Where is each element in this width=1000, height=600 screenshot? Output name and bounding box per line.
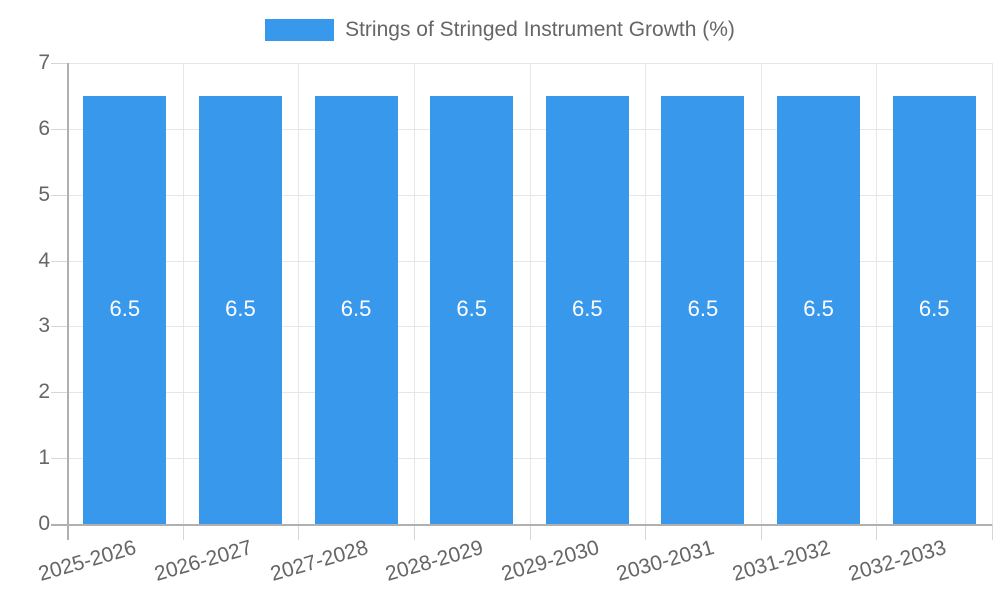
- x-tick-label: 2031-2032: [730, 536, 833, 586]
- y-tick-mark: [51, 195, 67, 196]
- bar-value-label: 6.5: [109, 296, 141, 321]
- y-tick-label: 4: [38, 249, 50, 272]
- y-tick-mark: [51, 261, 67, 262]
- bar: 6.5: [661, 96, 745, 524]
- y-gridline: [67, 261, 992, 262]
- x-tick-mark: [645, 524, 646, 540]
- bar: 6.5: [83, 96, 167, 524]
- y-gridline: [67, 392, 992, 393]
- y-tick-label: 3: [38, 314, 50, 337]
- bar-value-label: 6.5: [572, 296, 603, 321]
- y-tick-label: 5: [38, 183, 50, 206]
- y-tick-label: 7: [38, 51, 50, 74]
- y-gridline: [67, 458, 992, 459]
- x-gridline: [876, 63, 877, 524]
- y-tick-mark: [51, 392, 67, 393]
- chart-legend[interactable]: Strings of Stringed Instrument Growth (%…: [0, 18, 1000, 42]
- x-gridline: [414, 63, 415, 524]
- y-gridline: [67, 326, 992, 327]
- x-gridline: [298, 63, 299, 524]
- x-tick-label: 2030-2031: [614, 536, 718, 586]
- x-gridline: [645, 63, 646, 524]
- bar: 6.5: [545, 96, 629, 524]
- x-tick-mark: [876, 524, 877, 540]
- y-tick-mark: [51, 129, 67, 130]
- x-tick-mark: [183, 524, 184, 540]
- y-gridline: [67, 195, 992, 196]
- bar-value-label: 6.5: [340, 296, 372, 321]
- bar: 6.5: [777, 96, 861, 524]
- x-tick-label: 2029-2030: [498, 536, 602, 586]
- bar-value-label: 6.5: [456, 296, 487, 321]
- x-tick-label: 2025-2026: [36, 536, 140, 586]
- bar: 6.5: [430, 96, 514, 524]
- bar-value-label: 6.5: [225, 296, 256, 321]
- y-tick-mark: [51, 63, 67, 64]
- x-gridline: [761, 63, 762, 524]
- y-tick-label: 1: [38, 446, 50, 469]
- bar: 6.5: [198, 96, 282, 524]
- bar: 6.5: [314, 96, 398, 524]
- bar-value-label: 6.5: [803, 296, 834, 321]
- y-gridline: [67, 63, 992, 64]
- x-tick-label: 2032-2033: [845, 536, 949, 586]
- x-tick-mark: [992, 524, 993, 540]
- x-tick-label: 2026-2027: [151, 536, 255, 586]
- x-gridline: [530, 63, 531, 524]
- y-gridline: [67, 129, 992, 130]
- x-tick-label: 2027-2028: [267, 536, 371, 586]
- y-tick-label: 0: [38, 512, 50, 535]
- x-tick-label: 2028-2029: [383, 536, 487, 586]
- x-gridline: [183, 63, 184, 524]
- y-tick-label: 2: [38, 380, 50, 403]
- x-axis-line: [51, 524, 992, 526]
- legend-label: Strings of Stringed Instrument Growth (%…: [345, 18, 735, 41]
- bar-value-label: 6.5: [687, 296, 719, 321]
- x-tick-mark: [530, 524, 531, 540]
- x-gridline: [992, 63, 993, 524]
- y-tick-label: 6: [38, 117, 50, 140]
- bar: 6.5: [892, 96, 976, 524]
- x-tick-mark: [414, 524, 415, 540]
- y-tick-mark: [51, 326, 67, 327]
- y-tick-mark: [51, 458, 67, 459]
- legend-swatch-icon: [265, 19, 335, 41]
- bar-value-label: 6.5: [918, 296, 950, 321]
- x-tick-mark: [761, 524, 762, 540]
- x-tick-mark: [298, 524, 299, 540]
- y-axis-line: [67, 63, 69, 540]
